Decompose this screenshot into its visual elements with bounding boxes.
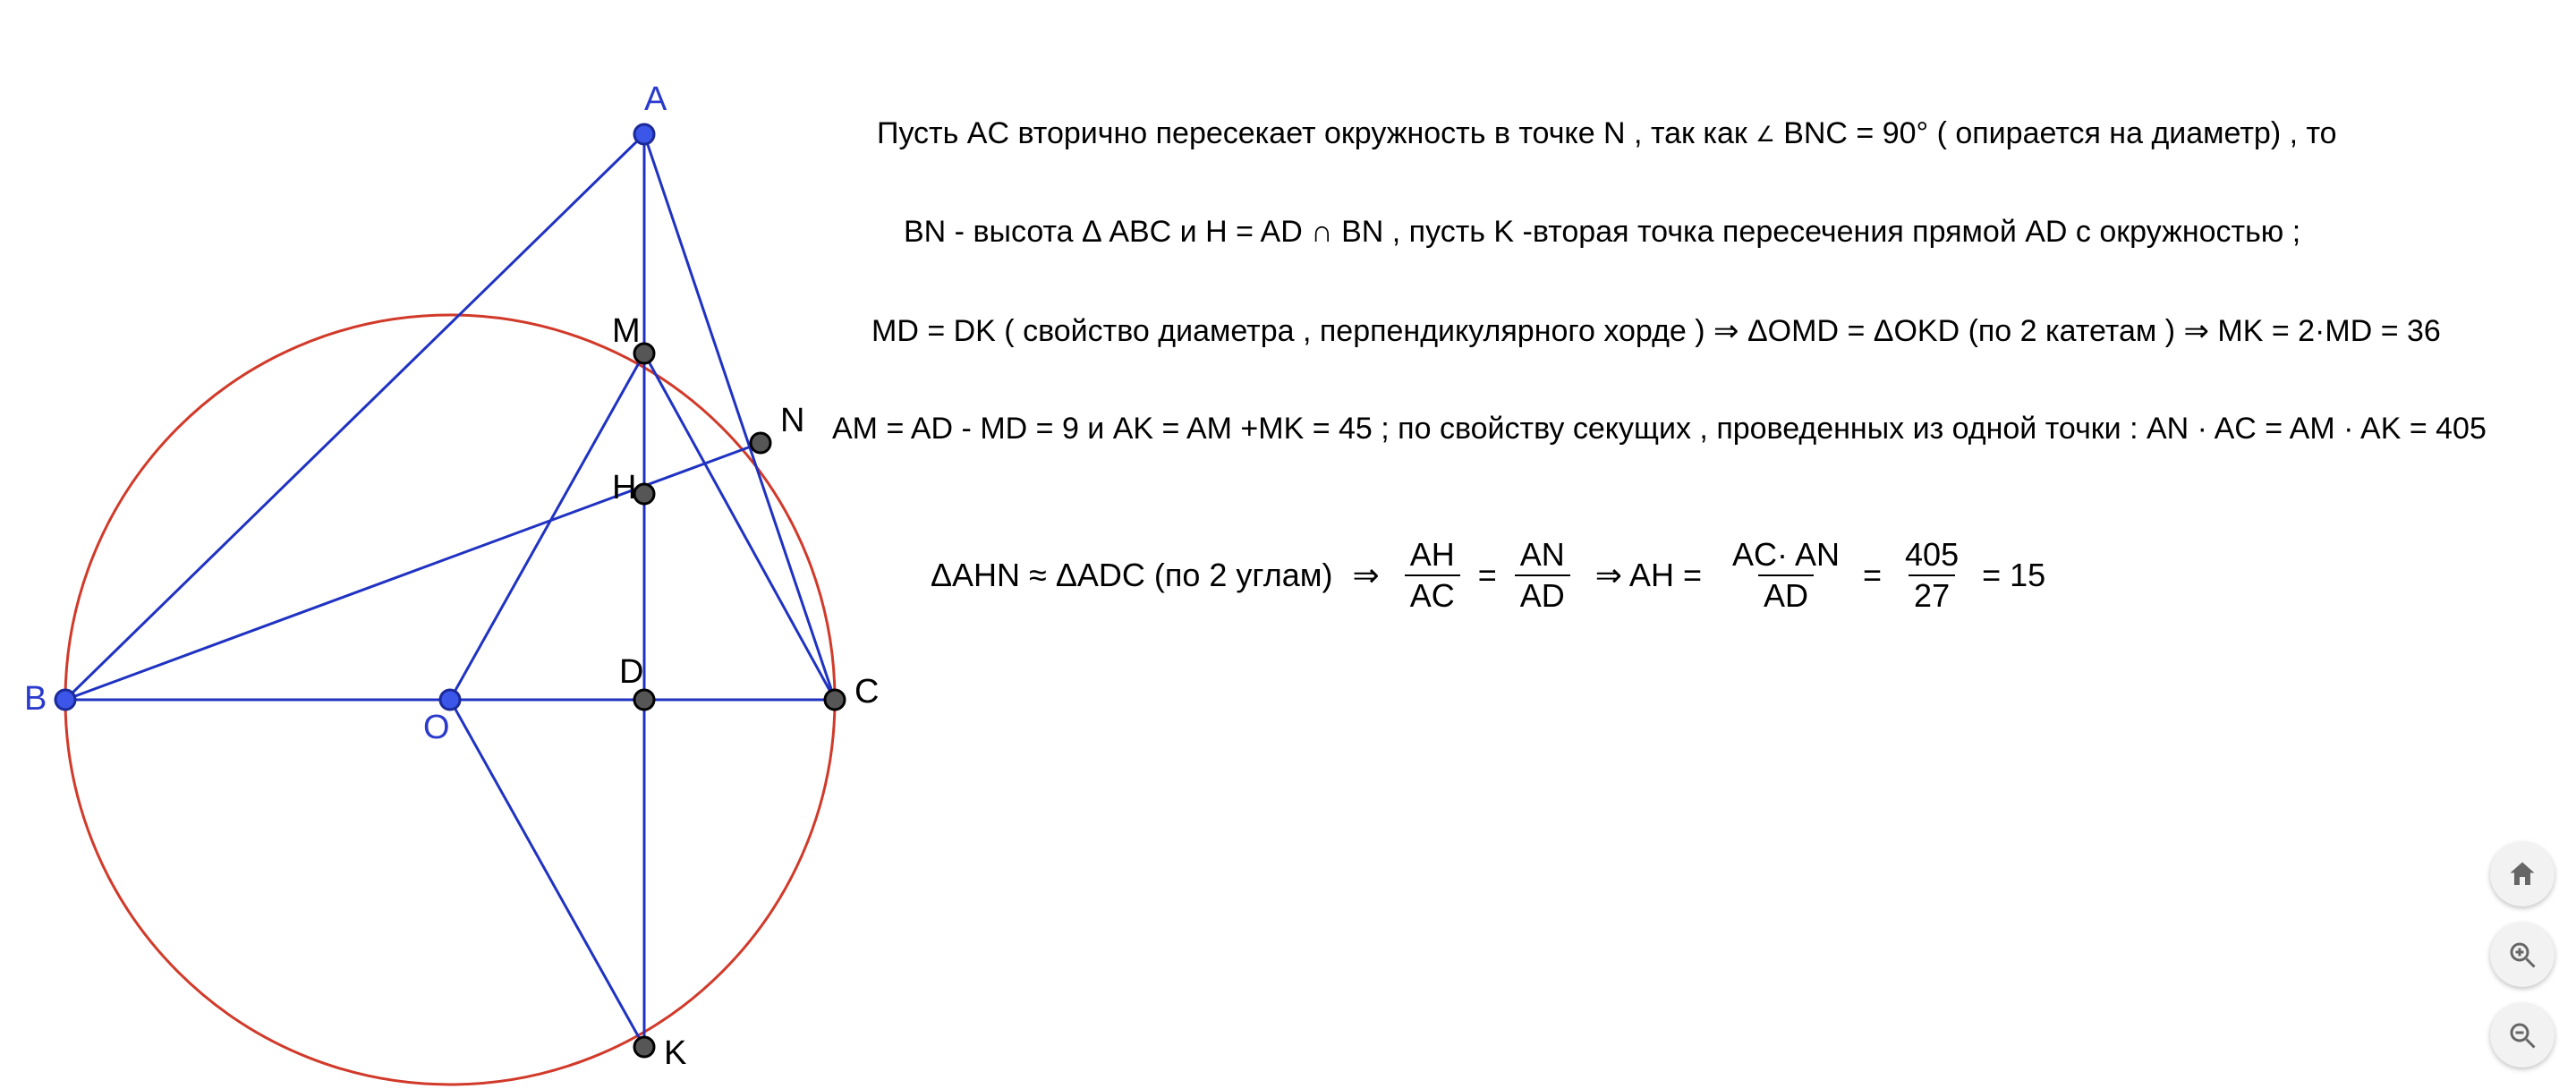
home-button[interactable]	[2490, 842, 2555, 906]
view-controls	[2490, 842, 2555, 1068]
zoom-out-icon	[2506, 1019, 2538, 1051]
proof-line-1: Пусть AC вторично пересекает окружность …	[877, 116, 2337, 151]
proof-line-3: MD = DK ( свойство диаметра , перпендику…	[871, 313, 2441, 349]
math-mid: ⇒ AH =	[1595, 557, 1702, 594]
math-eq-2: =	[1863, 557, 1882, 594]
proof-math-similarity: ΔAHN ≈ ΔADC (по 2 углам) ⇒ AH AC = AN AD…	[931, 537, 2045, 613]
proof-line-4: AM = AD - MD = 9 и AK = AM +MK = 45 ; по…	[832, 412, 2487, 447]
math-frac-an-ad: AN AD	[1515, 537, 1570, 613]
zoom-in-button[interactable]	[2490, 923, 2555, 987]
point-label-N: N	[780, 402, 804, 440]
math-frac-acan-ad: AC· AN AD	[1727, 537, 1845, 613]
point-label-B: B	[24, 680, 47, 719]
math-arrow-1: ⇒	[1353, 557, 1380, 594]
diagram-svg	[0, 0, 859, 1089]
point-label-D: D	[619, 653, 643, 692]
point-label-M: M	[612, 312, 641, 351]
geometry-diagram: AMNHBODCK	[0, 0, 859, 1089]
math-rhs: = 15	[1982, 557, 2045, 594]
point-label-C: C	[854, 673, 879, 711]
point-label-O: O	[423, 709, 450, 747]
zoom-out-button[interactable]	[2490, 1003, 2555, 1068]
point-label-H: H	[612, 469, 636, 507]
math-frac-405-27: 405 27	[1900, 537, 1964, 613]
proof-line-1a: Пусть AC вторично пересекает окружность …	[877, 116, 1756, 150]
proof-line-2: BN - высота Δ ABC и H = AD ∩ BN , пусть …	[904, 215, 2300, 250]
math-frac-ah-ac: AH AC	[1405, 537, 1460, 613]
point-label-A: A	[644, 81, 667, 119]
home-icon	[2506, 858, 2538, 890]
math-eq-1: =	[1478, 557, 1497, 594]
point-label-K: K	[664, 1034, 686, 1073]
proof-line-1b: BNC = 90° ( опирается на диаметр) , то	[1783, 116, 2336, 150]
zoom-in-icon	[2506, 939, 2538, 971]
angle-symbol: ∠	[1756, 123, 1775, 147]
math-lhs: ΔAHN ≈ ΔADC (по 2 углам)	[931, 557, 1333, 594]
